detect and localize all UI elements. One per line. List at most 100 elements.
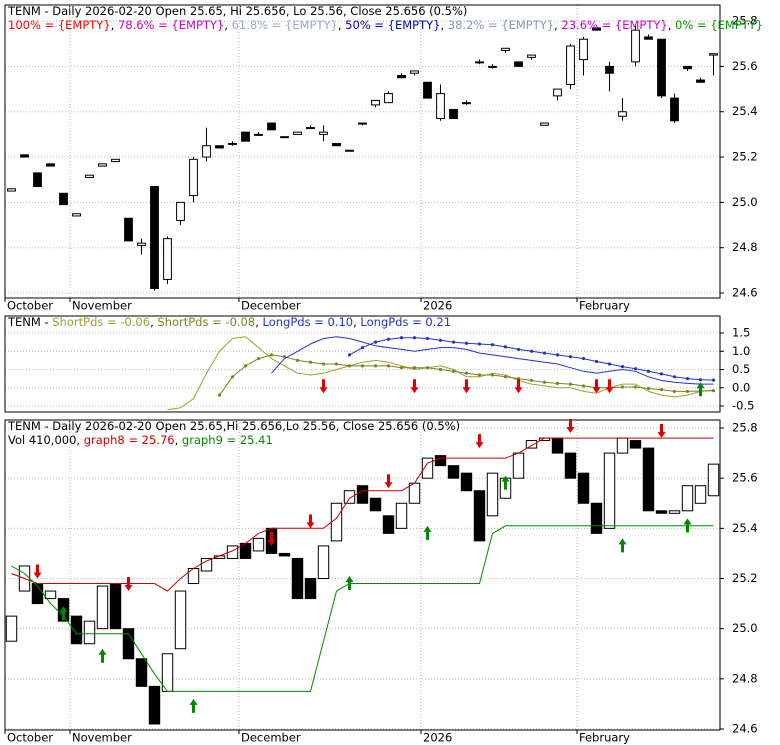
buy-arrow — [696, 382, 705, 397]
candle-body — [616, 437, 629, 454]
series-marker — [347, 364, 352, 368]
candle-body — [109, 583, 122, 630]
series-marker — [542, 380, 547, 384]
candle-body — [345, 149, 354, 152]
candle-body — [135, 658, 148, 687]
candle-body — [603, 452, 616, 529]
candle-body — [382, 515, 395, 534]
y-tick-label: 25.8 — [732, 421, 758, 435]
sell-arrow — [475, 434, 484, 449]
candle-body — [514, 61, 523, 67]
candle-body — [631, 29, 640, 63]
series-marker — [373, 364, 378, 368]
candle-body — [579, 38, 588, 61]
series-marker — [334, 362, 339, 366]
candle-body — [421, 457, 434, 479]
legend-item: , — [255, 315, 262, 329]
y-tick-label: 25.6 — [732, 471, 758, 485]
series-marker — [373, 340, 378, 344]
candle-body — [343, 490, 356, 504]
candle-body — [319, 131, 328, 135]
y-tick-label: 25.2 — [732, 150, 758, 164]
candle-body — [473, 490, 486, 542]
candle-body — [369, 497, 382, 512]
candle-body — [540, 122, 549, 126]
candle-body — [501, 47, 510, 52]
x-tick-label: November — [72, 731, 132, 745]
candle-body — [408, 482, 421, 504]
candle-body — [83, 620, 96, 645]
legend-item: , — [668, 18, 675, 32]
candle-body — [59, 192, 68, 206]
series-marker — [412, 366, 417, 370]
sell-arrow — [462, 379, 471, 394]
legend-item: graph9 = 25.41 — [182, 433, 273, 447]
y-tick-label: 25.6 — [732, 59, 758, 73]
series-marker — [399, 366, 404, 370]
candle-body — [111, 158, 120, 163]
candle-body — [462, 102, 471, 105]
candle-body — [527, 54, 536, 58]
buy-arrow — [189, 698, 198, 713]
candle-body — [605, 65, 614, 74]
candle-body — [694, 485, 707, 504]
buy-arrow — [59, 606, 68, 621]
candle-body — [655, 510, 668, 514]
series-marker — [477, 373, 482, 377]
series-marker — [711, 378, 716, 382]
candle-body — [330, 502, 343, 542]
y-tick-label: 24.8 — [732, 671, 758, 685]
candle-body — [592, 27, 601, 31]
buy-arrow — [423, 525, 432, 540]
candle-body — [670, 97, 679, 122]
candle-body — [280, 136, 289, 139]
x-tick-label: December — [241, 731, 301, 745]
series-marker — [256, 356, 261, 361]
candle-body — [553, 88, 562, 97]
panel-frame — [4, 4, 721, 299]
sell-arrow — [306, 514, 315, 529]
candle-body — [174, 590, 187, 650]
candle-body — [7, 188, 16, 192]
candle-body — [70, 615, 83, 645]
series-marker — [646, 369, 651, 373]
x-tick-label: November — [72, 299, 132, 313]
series-marker — [451, 340, 456, 344]
series-marker — [685, 377, 690, 381]
candle-body — [590, 502, 603, 534]
candle-body — [397, 74, 406, 79]
series-marker — [490, 343, 495, 347]
series-marker — [217, 393, 222, 397]
legend-item: TENM - Daily 2026-02-20 Open 25.65, Hi 2… — [7, 4, 467, 18]
y-tick-label: -0.5 — [732, 399, 754, 413]
y-tick-label: 25.2 — [732, 571, 758, 585]
candle-body — [291, 557, 304, 600]
x-tick-label: 2026 — [423, 731, 452, 745]
legend-item: , — [353, 315, 360, 329]
candle-body — [564, 452, 577, 479]
series-marker — [243, 364, 248, 368]
candle-body — [486, 472, 499, 517]
candle-body — [304, 578, 317, 600]
sell-arrow — [657, 424, 666, 439]
legend-item: 50% = {EMPTY} — [345, 18, 440, 32]
series-marker — [321, 362, 326, 366]
series-marker — [607, 362, 612, 366]
legend-item: , — [111, 18, 118, 32]
panel-frame — [4, 419, 721, 731]
candle-body — [657, 38, 666, 97]
candle-body — [278, 552, 291, 557]
series-marker — [386, 364, 391, 368]
candle-body — [358, 122, 367, 125]
sell-arrow — [124, 577, 133, 592]
candle-body — [85, 174, 94, 178]
series-line — [167, 336, 714, 411]
series-marker — [685, 389, 690, 394]
legend-item: ShortPds = -0.06 — [52, 315, 150, 329]
candle-body — [306, 127, 315, 130]
y-tick-label: 0.0 — [732, 380, 750, 394]
sell-arrow — [384, 474, 393, 489]
legend-item: , — [150, 315, 157, 329]
